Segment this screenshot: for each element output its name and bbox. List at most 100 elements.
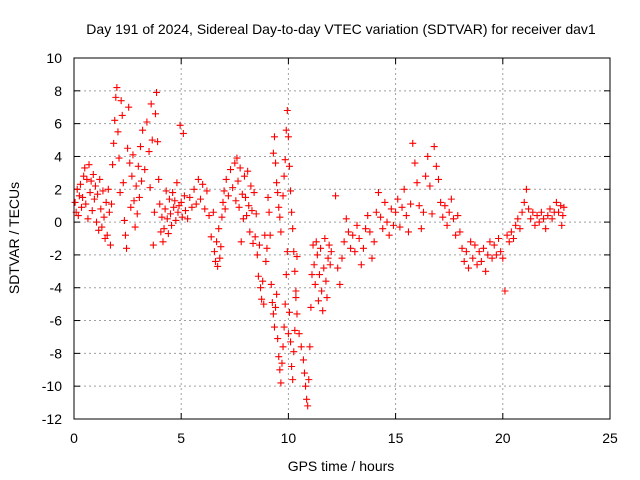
data-point [501,287,509,295]
data-point [317,244,325,252]
data-point [293,310,301,318]
data-point [527,215,535,223]
data-point [100,213,108,221]
data-point [78,203,86,211]
data-point [514,215,522,223]
data-point [535,218,543,226]
data-point [552,198,560,206]
data-point [368,254,376,262]
data-point [321,235,329,242]
data-point [458,244,466,252]
data-point [115,154,123,162]
data-point [441,202,449,210]
data-point [133,210,141,218]
data-point [525,205,533,213]
data-point [227,166,235,174]
data-point [147,100,155,108]
data-point [233,154,241,162]
data-point [374,189,382,197]
y-tick-label: 4 [54,148,62,164]
data-point [108,200,116,208]
data-point [160,225,168,233]
data-point [210,248,218,256]
data-point [91,182,99,190]
data-point [276,213,284,221]
data-point [381,198,389,206]
data-point [432,162,440,170]
data-point [259,277,267,285]
data-point [560,203,568,211]
data-point [288,208,296,216]
data-point [215,225,223,233]
y-tick-label: -2 [50,247,63,263]
data-point [171,197,179,205]
data-point [327,248,335,256]
data-point [542,225,550,233]
data-point [370,238,378,246]
y-axis-label: SDTVAR / TECUs [6,182,22,294]
data-point [220,187,228,195]
data-point [106,241,114,249]
data-point [240,172,248,180]
data-point [505,238,513,246]
data-point [158,213,166,221]
data-point [359,244,367,252]
data-point [322,277,330,285]
data-point [267,280,275,288]
data-point [443,221,451,229]
data-point [285,308,293,316]
data-point [558,221,566,229]
data-point [87,177,95,185]
data-point [488,254,496,262]
data-point [218,213,226,221]
data-point [90,195,98,203]
data-point [229,184,237,192]
data-point [272,303,280,311]
data-point [258,295,266,303]
data-point [413,179,421,187]
data-point [270,133,278,141]
data-point [163,215,171,223]
data-point [116,189,124,197]
data-point [323,294,331,302]
data-point [309,241,317,249]
data-point [313,251,321,259]
data-point [344,228,352,236]
data-point [170,203,178,211]
data-point [186,193,194,201]
data-point [484,251,492,259]
data-point [287,187,295,195]
data-point [454,212,462,220]
data-point [119,179,127,187]
data-point [430,143,438,151]
data-point [177,198,185,206]
data-point [86,189,94,197]
data-point [253,251,261,259]
y-tick-label: 10 [46,50,62,66]
data-point [219,198,227,206]
data-point [188,203,196,211]
data-point [338,254,346,262]
data-point [351,248,359,256]
data-point [387,205,395,213]
data-point [456,228,464,236]
data-point [155,175,163,183]
data-point [417,225,425,233]
data-point [273,179,281,187]
data-point [203,187,211,195]
data-point [269,310,277,318]
data-point [482,267,490,275]
data-point [266,231,274,239]
data-point [469,254,477,262]
data-point [336,280,344,288]
data-point [112,93,120,101]
data-point [293,253,301,261]
data-point [383,218,391,226]
data-point [407,200,415,208]
data-point [150,208,158,216]
data-point [236,164,244,172]
data-point [81,164,89,172]
data-point [428,210,436,218]
data-point [148,136,156,144]
data-point [318,287,326,295]
